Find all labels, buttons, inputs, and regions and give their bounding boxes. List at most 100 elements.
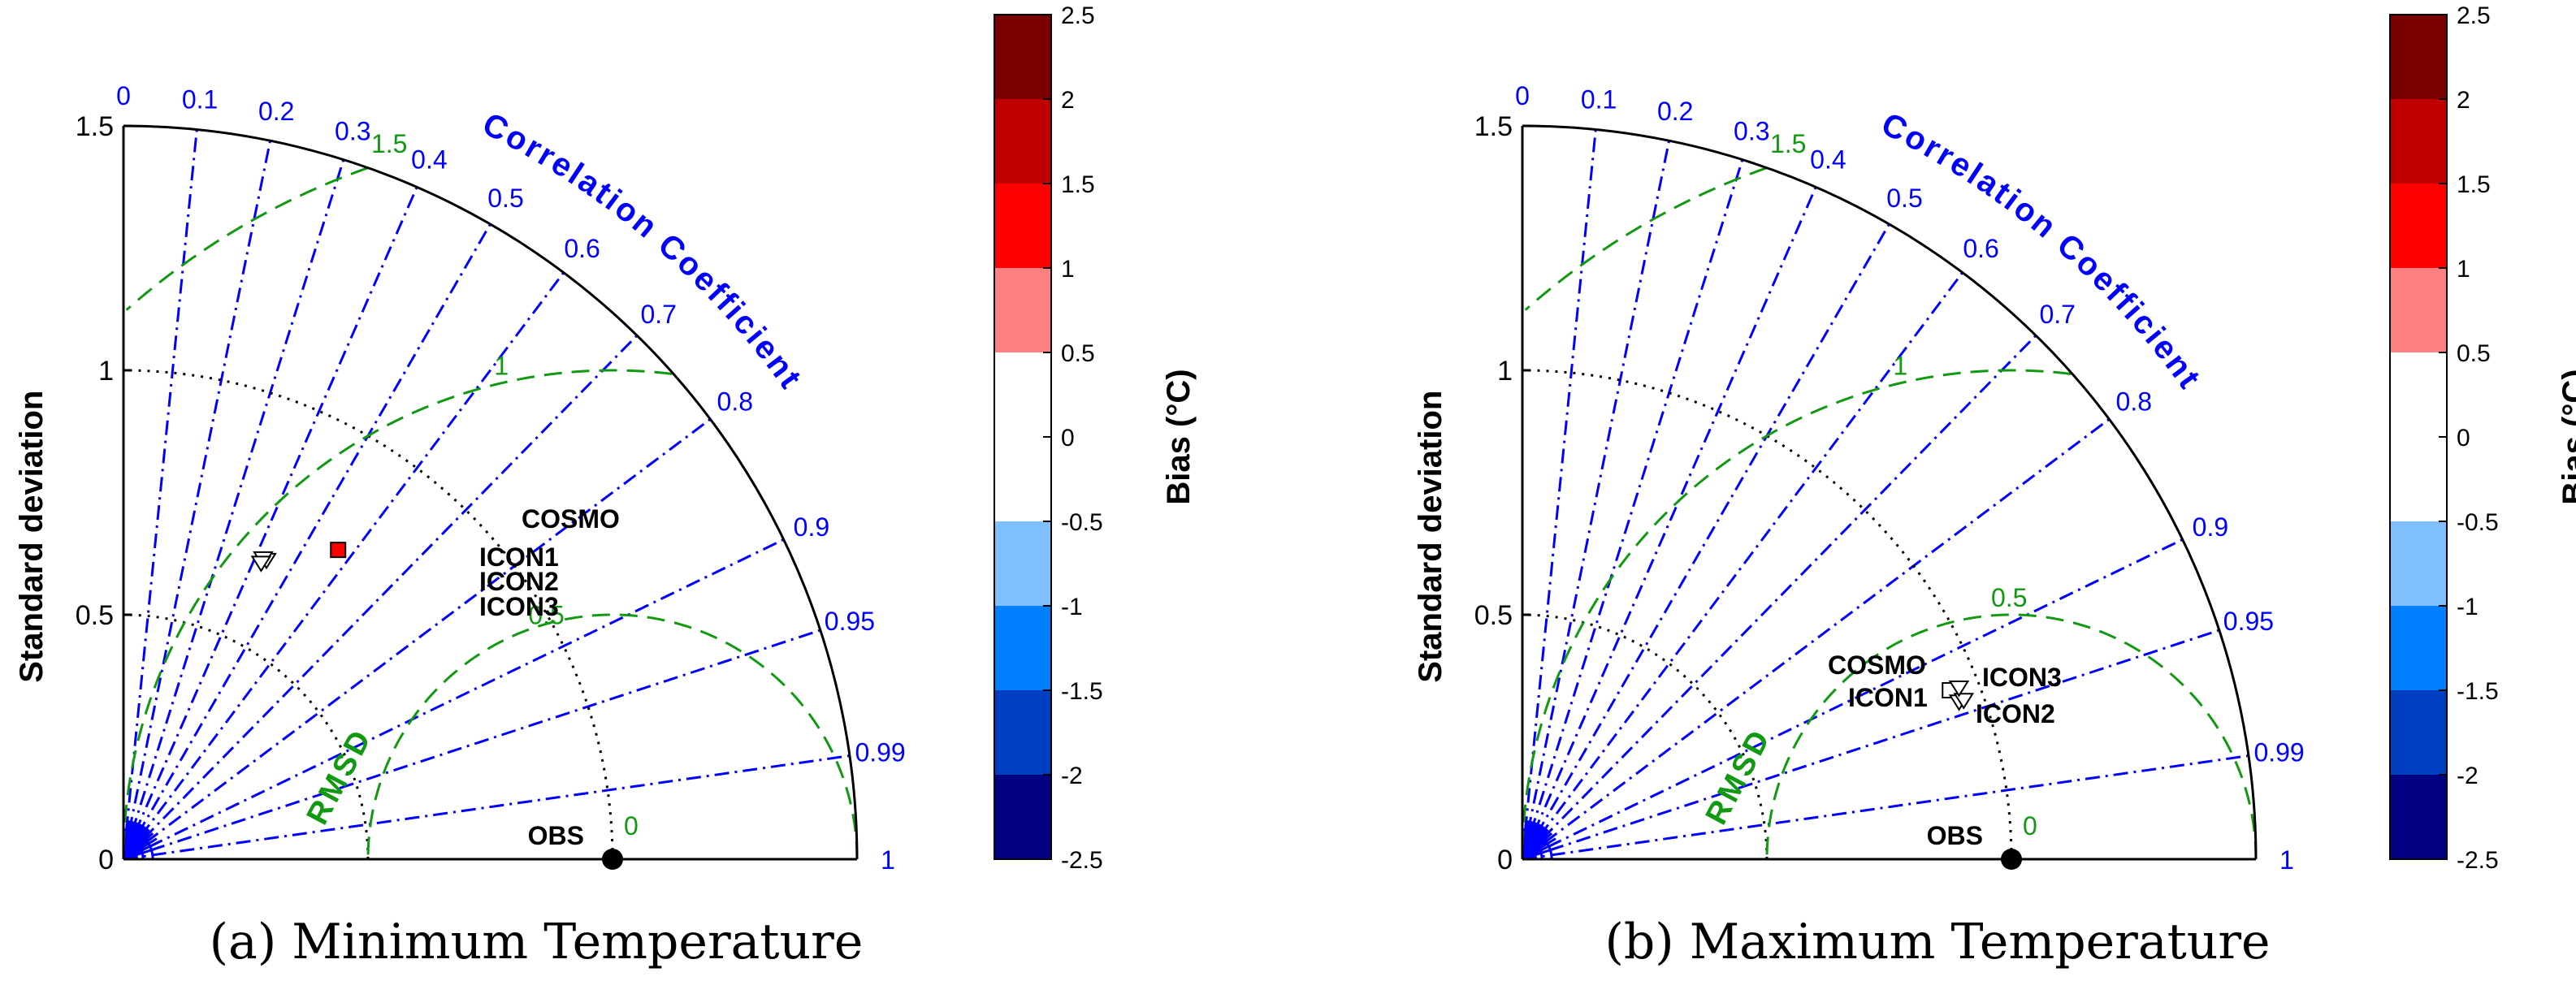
colorbar-segment (2390, 606, 2447, 691)
rmsd-title: RMSD (301, 723, 379, 831)
correlation-tick-label: 0 (116, 81, 131, 110)
correlation-tick-label: 0.7 (2039, 300, 2075, 329)
rmsd-label: 0.5 (1991, 583, 2027, 612)
reference-point (602, 849, 623, 870)
correlation-tick-label: 0.2 (1657, 97, 1693, 126)
colorbar-tick-label: 2 (1061, 87, 1075, 114)
rmsd-label: 1 (494, 352, 509, 381)
colorbar-segment (994, 268, 1051, 353)
std-tick-label: 0 (98, 845, 114, 875)
correlation-radial-line (1521, 140, 1671, 860)
model-point-icon3 (250, 555, 272, 573)
correlation-radial-line (123, 754, 851, 861)
colorbar-segment (2390, 352, 2447, 438)
correlation-tick-label: 0.4 (1810, 145, 1846, 175)
colorbar-segment (2390, 437, 2447, 522)
colorbar-tick-label: 1.5 (2457, 171, 2491, 198)
colorbar-tick-label: -1 (1061, 594, 1083, 620)
panel-caption: (a) Minimum Temperature (210, 914, 864, 970)
correlation-tick-label: 0.95 (825, 607, 875, 636)
colorbar-segment (994, 690, 1051, 776)
correlation-tick-label: 0.1 (182, 85, 218, 115)
model-point-icon2 (1953, 693, 1975, 710)
correlation-tick-label: 0.9 (2193, 512, 2228, 542)
model-point-icon3 (1948, 680, 1970, 698)
correlation-tick-label: 0.1 (1581, 85, 1617, 115)
panel-minimum-temperature: 0 0.5 1 1.5 Standard deviation 0 0.1 0.2 0.3 0.4 0… (14, 2, 1197, 970)
correlation-tick-label: 0.5 (1886, 184, 1922, 213)
colorbar-tick-label: 1 (2457, 256, 2470, 283)
model-label-icon3: ICON3 (479, 592, 559, 621)
correlation-tick-label: 0.3 (335, 116, 370, 145)
correlation-radial-line (122, 223, 491, 860)
correlation-tick-label: 0.5 (487, 184, 523, 213)
correlation-radial-line (122, 129, 198, 860)
std-tick-label: 1.5 (1474, 111, 1513, 142)
correlation-radial-line (1522, 754, 2249, 861)
colorbar-segment (994, 184, 1051, 269)
rmsd-label: 0.5 (528, 600, 564, 629)
correlation-radial-line (1521, 186, 1817, 860)
model-label-icon3: ICON3 (1982, 663, 2062, 692)
correlation-radial-line (1522, 538, 2184, 861)
correlation-tick-label: 0.6 (1963, 234, 1998, 263)
correlation-tick-label: 0.99 (855, 737, 905, 767)
correlation-radial-line (1521, 223, 1890, 860)
correlation-radial-line (1521, 271, 1964, 860)
colorbar-tick-label: 1.5 (1061, 171, 1095, 198)
colorbar-tick-label: -1.5 (2457, 678, 2499, 705)
colorbar-segment (994, 775, 1051, 860)
rmsd-label: 1.5 (1770, 129, 1806, 158)
rmsd-arc (122, 369, 673, 860)
std-dev-arc (1522, 369, 2013, 860)
model-label-icon1: ICON1 (1848, 683, 1928, 712)
colorbar-segment (994, 15, 1051, 100)
correlation-radial-line (1521, 159, 1744, 860)
colorbar-tick-label: 0.5 (2457, 340, 2491, 367)
colorbar-segment (2390, 184, 2447, 269)
model-label-icon2: ICON2 (479, 567, 559, 596)
std-tick-label: 0.5 (1474, 600, 1513, 631)
correlation-tick-label: 0.2 (258, 97, 294, 126)
colorbar-tick-label: -2.5 (1061, 847, 1103, 874)
correlation-axis-title: Correlation Coefficient (1876, 106, 2208, 396)
colorbar-tick-label: -1.5 (1061, 678, 1103, 705)
y-axis-title: Standard deviation (1413, 391, 1448, 683)
std-tick-label: 0 (1497, 845, 1513, 875)
colorbar-tick-label: -2 (1061, 763, 1083, 789)
rmsd-arc (366, 613, 859, 860)
correlation-radial-line (122, 271, 565, 860)
colorbar-tick-label: 2 (2457, 87, 2470, 114)
colorbar-segment (994, 99, 1051, 184)
rmsd-label: 1.5 (371, 129, 407, 158)
correlation-tick-label: 1 (2279, 845, 2294, 875)
model-label-icon1: ICON1 (479, 542, 559, 572)
colorbar-segment (994, 352, 1051, 438)
outer-arc (1522, 124, 2258, 860)
correlation-tick-label: 0.6 (564, 234, 600, 263)
colorbar-segment (994, 606, 1051, 691)
colorbar-tick-label: 1 (1061, 256, 1075, 283)
correlation-tick-label: 0.7 (640, 300, 676, 329)
y-axis-title: Standard deviation (14, 391, 50, 683)
colorbar-segment (2390, 268, 2447, 353)
colorbar-tick-label: 2.5 (2457, 2, 2491, 29)
correlation-axis-title: Correlation Coefficient (477, 106, 809, 396)
correlation-tick-label: 0 (1515, 81, 1530, 110)
correlation-tick-label: 0.8 (717, 387, 753, 416)
correlation-radial-line (1522, 629, 2220, 861)
correlation-radial-line (123, 418, 712, 861)
rmsd-label: 0 (2023, 811, 2037, 841)
colorbar-tick-label: -2.5 (2457, 847, 2499, 874)
correlation-tick-label: 0.95 (2223, 607, 2274, 636)
std-tick-label: 1.5 (76, 111, 114, 142)
rmsd-arc (1521, 369, 2072, 860)
colorbar-segment (2390, 99, 2447, 184)
correlation-radial-line (1522, 418, 2111, 861)
model-label-cosmo: COSMO (522, 504, 620, 534)
rmsd-arc (125, 166, 369, 311)
rmsd-arc (1765, 613, 2258, 860)
correlation-tick-label: 0.8 (2116, 387, 2152, 416)
rmsd-title: RMSD (1699, 723, 1778, 831)
